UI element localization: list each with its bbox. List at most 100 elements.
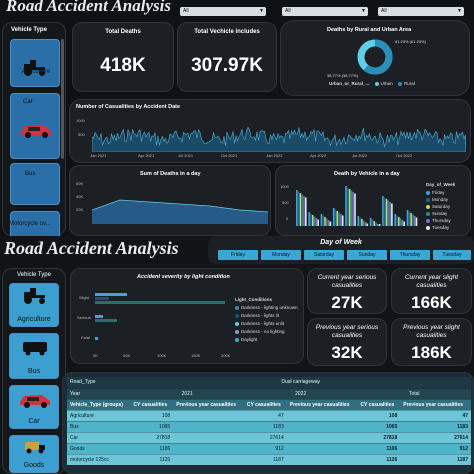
- col-header[interactable]: Previous year casualities: [286, 399, 358, 411]
- matrix-year-2021: 2021: [130, 388, 244, 400]
- day-btn-tuesday[interactable]: Tuesday: [433, 250, 471, 260]
- bar: [354, 193, 356, 226]
- bar: [95, 337, 98, 340]
- legend-label: Darkness - lighting unknown: [241, 305, 298, 310]
- bar: [389, 202, 391, 226]
- bar: [385, 199, 388, 226]
- y-tick: 500: [78, 132, 85, 137]
- bar: [303, 196, 305, 226]
- day-filter-title: Day of Week: [320, 239, 362, 246]
- bar: [371, 219, 374, 226]
- y-tick: 500: [282, 200, 289, 205]
- table-cell: Goods: [67, 443, 131, 455]
- col-header[interactable]: Vehicle_Type (groups): [67, 399, 131, 411]
- scrollbar[interactable]: [61, 39, 64, 159]
- bar: [403, 221, 405, 226]
- bottom-title: Road Accident Analysis: [4, 238, 179, 258]
- bar: [387, 200, 390, 226]
- col-header[interactable]: CY casualities: [243, 399, 287, 411]
- kpi-py-slight: Previous year slight casualities 186K: [391, 318, 472, 366]
- legend-label: Darkness - lights unlit: [241, 321, 285, 326]
- vehicle-btn-agriculture[interactable]: [10, 39, 60, 87]
- col-header[interactable]: CY casualities: [130, 399, 174, 411]
- table-cell: [173, 454, 244, 466]
- donut-urban-label: 38.77% (38.77%): [327, 73, 358, 78]
- table-cell: 1065: [130, 421, 174, 433]
- vehicle-btn-bus-2[interactable]: Bus: [9, 333, 59, 379]
- kpi-total-vehicles: Total Vechicle includes 307.97K: [177, 22, 277, 92]
- filter-road-type-value: All: [285, 8, 291, 14]
- kpi-value: 32K: [331, 343, 363, 362]
- day-btn-friday[interactable]: Friday: [218, 250, 258, 260]
- day-btn-thursday[interactable]: Thursday: [390, 250, 430, 260]
- table-cell: [286, 410, 358, 422]
- day-btn-monday[interactable]: Monday: [261, 250, 301, 260]
- table-cell: 1126: [357, 454, 401, 466]
- bus-icon: [23, 342, 47, 356]
- vehicle-btn-bus[interactable]: [10, 163, 60, 205]
- bar: [406, 210, 409, 226]
- bar: [311, 215, 314, 226]
- kpi-cy-slight: Current year slight casualities 166K: [391, 268, 472, 314]
- day-btn-sunday[interactable]: Sunday: [347, 250, 387, 260]
- x-tick: Apr 2022: [310, 153, 327, 158]
- vehicle-label-agriculture: Agriculture: [21, 69, 51, 75]
- filter-road-type[interactable]: All ▼: [282, 7, 368, 16]
- filter-light[interactable]: All ▼: [378, 7, 464, 16]
- table-cell: 1183: [400, 421, 471, 433]
- bar: [324, 217, 326, 226]
- y-tick: 1000: [280, 184, 289, 189]
- saturday-dot: [426, 204, 430, 209]
- severity-legend-item: Daylight: [235, 337, 257, 342]
- x-tick: Oct 2021: [221, 153, 238, 158]
- bar: [95, 293, 127, 296]
- vehicle-legend-item: Tuesday: [426, 225, 449, 230]
- bar: [357, 216, 360, 226]
- tractor-icon: [24, 288, 45, 304]
- kpi-cy-serious: Current year serious casualities 27K: [307, 268, 387, 314]
- vehicle-day-panel: Death by Vehicle in a day 1000 500 0 Day…: [275, 165, 471, 236]
- filter-weather[interactable]: All ▼: [180, 7, 266, 16]
- tuesday-dot: [426, 225, 430, 230]
- bar: [412, 214, 414, 226]
- kpi-total-vehicles-title: Total Vechicle includes: [194, 29, 260, 35]
- category-label: Slight: [79, 295, 90, 300]
- table-cell: [173, 432, 244, 444]
- bar: [297, 191, 300, 226]
- kpi-value: 166K: [411, 293, 452, 312]
- legend-label: Daylight: [241, 337, 258, 342]
- table-cell: [286, 432, 358, 444]
- deaths-day-panel: Sum of Deaths in a day 60K 40K 20K: [69, 165, 271, 236]
- vehicle-btn-car[interactable]: [10, 93, 60, 159]
- bar: [329, 221, 332, 226]
- table-cell: 27818: [130, 432, 174, 444]
- col-header[interactable]: Previous year casualities: [173, 399, 244, 411]
- bar: [382, 196, 384, 226]
- vehicle-label-car: Car: [23, 99, 33, 105]
- bar: [378, 224, 381, 226]
- matrix-col-header-row: Vehicle_Type (groups) CY casualities Pre…: [67, 399, 471, 411]
- table-row: Bus 1065 1183 1065 1183: [67, 421, 471, 433]
- col-header[interactable]: CY casualities: [357, 399, 401, 411]
- bar: [369, 218, 372, 226]
- bar: [394, 214, 396, 226]
- kpi-title: Current year slight casualities: [404, 274, 459, 289]
- day-btn-saturday[interactable]: Saturday: [304, 250, 344, 260]
- legend-monday: Monday: [432, 197, 449, 202]
- col-header[interactable]: Previous year casualities: [400, 399, 471, 411]
- table-cell: 27614: [400, 432, 471, 444]
- vehicle-btn-car-2[interactable]: Car: [9, 385, 59, 429]
- table-row: motorcycle 125cc 1126 1187 1126 1187: [67, 454, 471, 466]
- kpi-title: Previous year serious casualities: [315, 324, 379, 339]
- vehicle-btn-goods-2[interactable]: Goods: [9, 435, 59, 473]
- bar: [313, 216, 316, 226]
- legend-friday: Friday: [432, 190, 445, 195]
- vehicle-legend-item: Saturday: [426, 204, 450, 209]
- monday-dot: [426, 197, 430, 202]
- table-cell: [173, 421, 244, 433]
- vehicle-label: Agriculture: [17, 316, 51, 323]
- vehicle-btn-agriculture-2[interactable]: Agriculture: [9, 283, 59, 327]
- legend-label: Darkness - no lighting: [241, 329, 285, 334]
- table-cell: 1187: [243, 454, 287, 466]
- legend-dot: [235, 321, 239, 326]
